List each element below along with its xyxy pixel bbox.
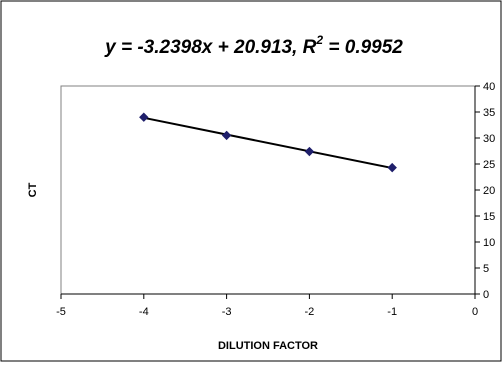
y-tick-label: 40 xyxy=(483,81,495,93)
y-axis-title: CT xyxy=(27,182,39,197)
y-tick-label: 10 xyxy=(483,237,495,249)
data-point xyxy=(304,146,315,157)
data-point xyxy=(221,130,232,141)
x-axis-title: DILUTION FACTOR xyxy=(218,340,318,352)
y-tick-label: 20 xyxy=(483,185,495,197)
x-ticks: -5 -4 -3 -2 -1 0 xyxy=(56,294,478,318)
trendline-group xyxy=(143,116,393,170)
chart-title: y = -3.2398x + 20.913, R2 = 0.9952 xyxy=(104,33,403,58)
trendline xyxy=(143,116,393,170)
x-tick-label: -3 xyxy=(222,306,232,318)
y-tick-label: 5 xyxy=(483,263,489,275)
x-tick-label: -1 xyxy=(387,306,397,318)
y-tick-label: 0 xyxy=(483,289,489,301)
chart-title-superscript: 2 xyxy=(315,33,323,47)
x-tick-label: -4 xyxy=(139,306,149,318)
chart-title-main: y = -3.2398x + 20.913, R xyxy=(104,37,317,58)
y-tick-label: 35 xyxy=(483,107,495,119)
y-ticks: 0 5 10 15 20 25 30 35 40 xyxy=(475,81,495,301)
x-tick-label: 0 xyxy=(472,306,478,318)
data-points xyxy=(139,112,397,173)
y-tick-label: 25 xyxy=(483,159,495,171)
plot-area xyxy=(60,85,476,295)
x-tick-label: -5 xyxy=(56,306,66,318)
y-tick-label: 30 xyxy=(483,133,495,145)
y-tick-label: 15 xyxy=(483,211,495,223)
chart-title-suffix: = 0.9952 xyxy=(323,37,403,58)
data-point xyxy=(139,112,149,122)
data-point xyxy=(387,162,397,173)
x-tick-label: -2 xyxy=(305,306,315,318)
